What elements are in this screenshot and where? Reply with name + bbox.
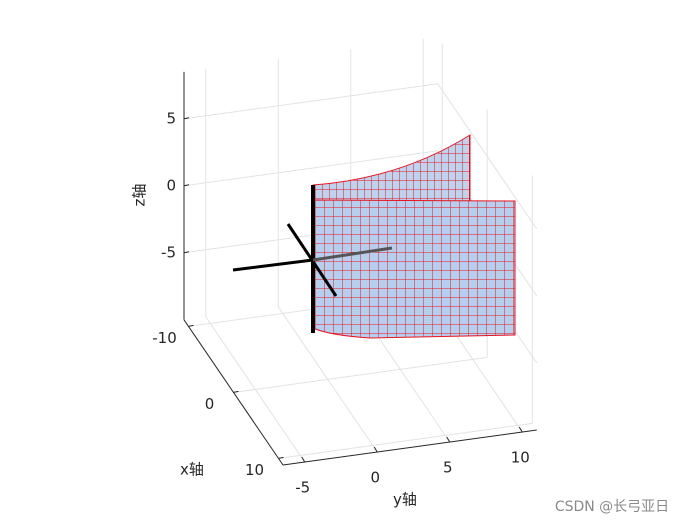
y-tick: [373, 446, 378, 453]
grid-line: [183, 150, 438, 187]
x-tick: [188, 324, 194, 327]
surface: [232, 134, 516, 339]
z-tick: [183, 251, 190, 254]
y-tick: [301, 456, 306, 463]
z-tick: [183, 117, 190, 120]
x-tick-label: -10: [152, 329, 177, 347]
y-tick-label: -5: [295, 479, 310, 497]
z-tick-label: 0: [166, 176, 176, 194]
z-axis-label: z轴: [131, 184, 149, 207]
x-tick-label: 0: [205, 395, 215, 413]
grid-line: [183, 83, 438, 120]
y-tick: [518, 426, 523, 433]
y-tick: [446, 436, 451, 443]
surface-sheet: [312, 199, 516, 339]
watermark: CSDN @长弓亚日: [555, 499, 669, 515]
vector-line: [312, 246, 393, 262]
vector-line: [286, 223, 338, 297]
y-tick-label: 5: [443, 459, 453, 477]
grid-line: [278, 422, 533, 459]
z-tick: [183, 184, 190, 187]
y-tick-label: 0: [370, 469, 380, 487]
grid-line: [233, 356, 488, 393]
x-axis-label: x轴: [180, 461, 204, 479]
y-axis: [282, 429, 537, 466]
x-tick: [233, 390, 239, 393]
z-tick-label: -5: [161, 243, 176, 261]
y-tick-label: 10: [511, 449, 530, 467]
z-tick-label: 5: [166, 109, 176, 127]
x-tick-label: 10: [245, 461, 264, 479]
y-axis-label: y轴: [393, 491, 417, 509]
vector-line: [232, 258, 314, 272]
x-tick: [278, 456, 284, 459]
